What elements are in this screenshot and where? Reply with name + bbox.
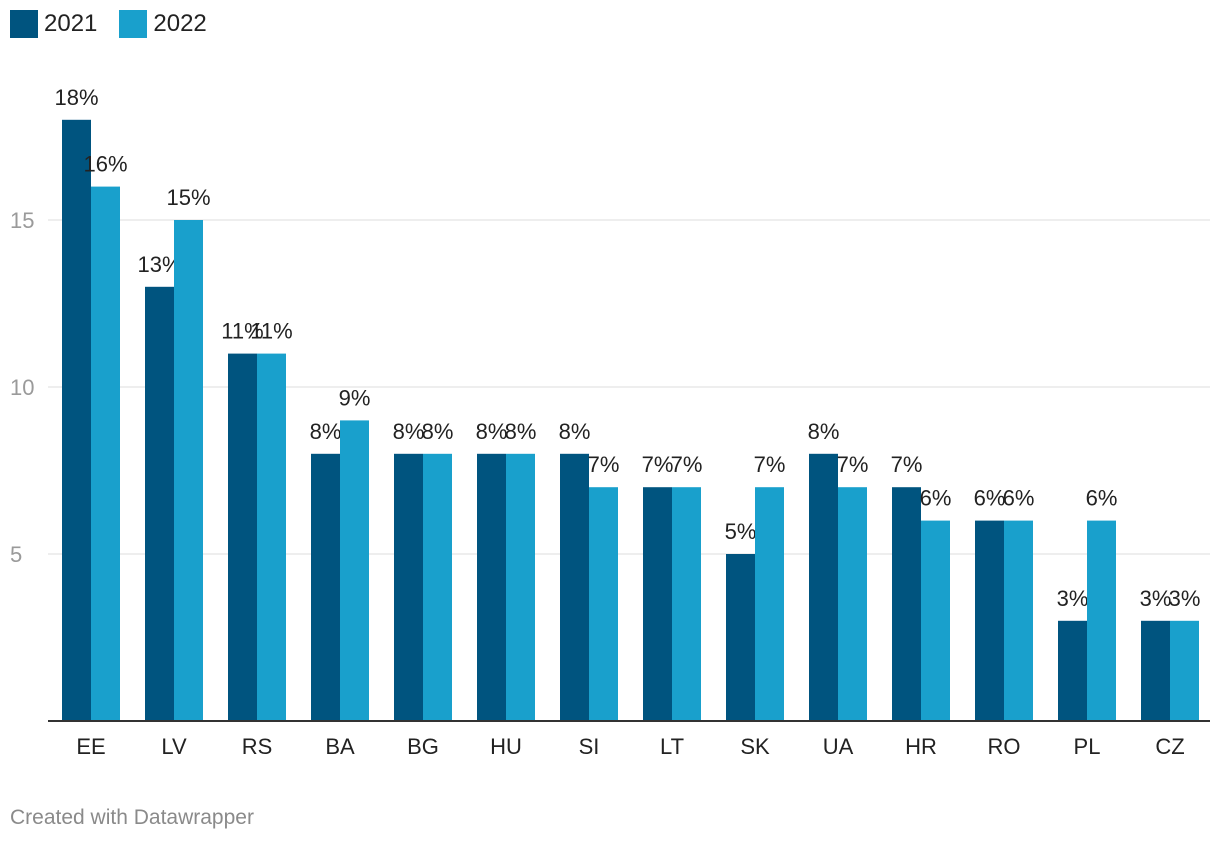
x-tick-label: SI (579, 734, 600, 759)
data-label-2021: 8% (476, 419, 508, 444)
bar-2021 (1141, 620, 1170, 721)
bar-2021 (809, 453, 838, 721)
y-tick-label: 5 (10, 542, 22, 567)
bar-2021 (228, 353, 257, 721)
data-label-2022: 6% (920, 486, 952, 511)
x-tick-label: LV (161, 734, 187, 759)
x-tick-label: HR (905, 734, 937, 759)
data-label-2021: 3% (1057, 586, 1089, 611)
bar-2022 (257, 353, 286, 721)
x-tick-label: PL (1074, 734, 1101, 759)
bar-2022 (1004, 520, 1033, 721)
legend-swatch-2021 (10, 10, 38, 38)
bar-2022 (174, 220, 203, 721)
y-tick-label: 15 (10, 208, 34, 233)
bar-2022 (921, 520, 950, 721)
bar-2021 (62, 119, 91, 722)
data-label-2021: 3% (1140, 586, 1172, 611)
data-label-2022: 7% (754, 452, 786, 477)
x-tick-label: LT (660, 734, 684, 759)
bar-2022 (672, 487, 701, 721)
data-label-2021: 8% (559, 419, 591, 444)
data-label-2022: 11% (250, 319, 292, 344)
data-label-2022: 7% (588, 452, 620, 477)
data-label-2022: 6% (1003, 486, 1035, 511)
bar-2022 (91, 186, 120, 722)
legend-item-2021: 2021 (10, 10, 97, 38)
x-tick-label: UA (823, 734, 854, 759)
x-tick-label: RS (242, 734, 273, 759)
bar-2022 (1170, 620, 1199, 721)
x-tick-label: EE (76, 734, 105, 759)
bar-2022 (340, 420, 369, 721)
bar-2021 (643, 487, 672, 721)
bar-2022 (1087, 520, 1116, 721)
x-tick-label: HU (490, 734, 522, 759)
data-label-2022: 7% (671, 452, 703, 477)
bar-2022 (506, 453, 535, 721)
bar-2022 (838, 487, 867, 721)
bar-2021 (975, 520, 1004, 721)
data-label-2022: 6% (1086, 486, 1118, 511)
bar-2022 (423, 453, 452, 721)
legend-label-2022: 2022 (153, 10, 207, 37)
bar-2021 (311, 453, 340, 721)
data-label-2022: 3% (1169, 586, 1201, 611)
bar-2021 (560, 453, 589, 721)
data-label-2021: 7% (891, 452, 923, 477)
data-label-2021: 11% (221, 319, 263, 344)
bar-2021 (1058, 620, 1087, 721)
data-label-2022: 16% (83, 152, 127, 177)
x-tick-label: CZ (1155, 734, 1184, 759)
data-label-2021: 6% (974, 486, 1006, 511)
bar-2022 (589, 487, 618, 721)
bar-2022 (755, 487, 784, 721)
legend-label-2021: 2021 (44, 10, 98, 37)
legend: 2021 2022 (10, 10, 207, 38)
bar-2021 (726, 554, 755, 721)
legend-swatch-2022 (119, 10, 148, 38)
data-label-2022: 8% (422, 419, 454, 444)
data-label-2021: 8% (808, 419, 840, 444)
data-label-2021: 8% (310, 419, 342, 444)
data-label-2021: 7% (642, 452, 674, 477)
y-tick-label: 10 (10, 375, 34, 400)
footer-credit[interactable]: Created with Datawrapper (10, 806, 254, 829)
data-label-2022: 15% (166, 185, 210, 210)
bar-2021 (145, 286, 174, 721)
data-label-2021: 8% (393, 419, 425, 444)
data-label-2022: 7% (837, 452, 869, 477)
bar-2021 (394, 453, 423, 721)
data-label-2021: 5% (725, 519, 757, 544)
x-tick-label: RO (988, 734, 1021, 759)
legend-item-2022: 2022 (119, 10, 207, 38)
x-tick-label: BA (325, 734, 355, 759)
x-tick-label: BG (407, 734, 439, 759)
data-label-2022: 9% (339, 385, 371, 410)
bar-2021 (892, 487, 921, 721)
bar-2021 (477, 453, 506, 721)
data-label-2021: 18% (54, 85, 98, 110)
x-tick-label: SK (740, 734, 770, 759)
data-label-2022: 8% (505, 419, 537, 444)
